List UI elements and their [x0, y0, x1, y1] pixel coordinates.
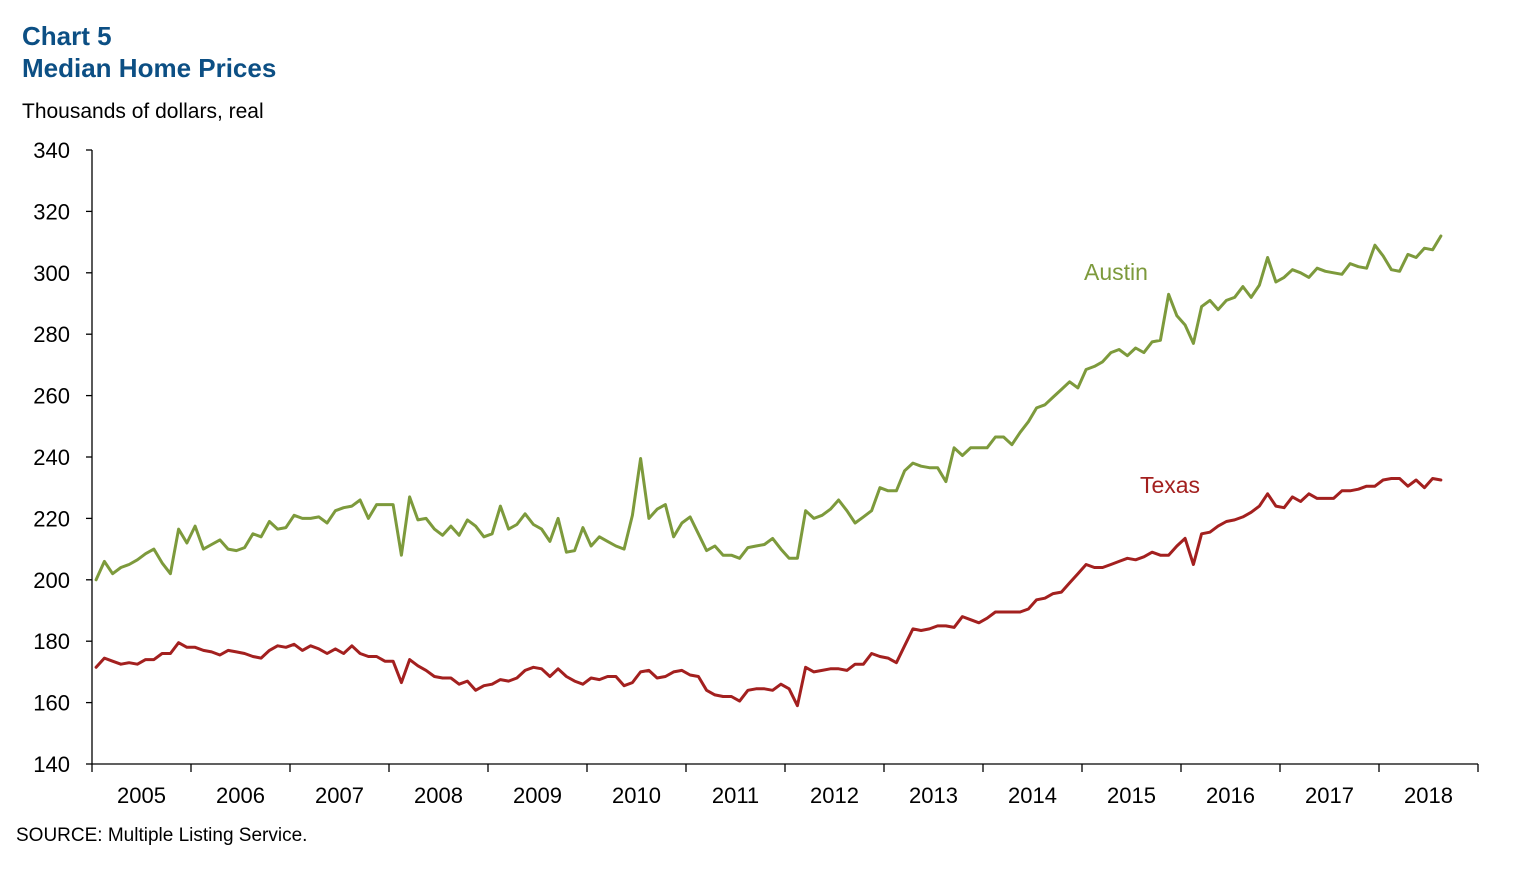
x-tick-label: 2017 [1305, 783, 1354, 808]
x-tick-label: 2007 [315, 783, 364, 808]
x-tick-label: 2006 [216, 783, 265, 808]
y-axis-units-label: Thousands of dollars, real [22, 100, 264, 123]
x-tick-label: 2013 [909, 783, 958, 808]
x-tick-label: 2009 [513, 783, 562, 808]
x-tick-label: 2012 [810, 783, 859, 808]
x-tick-label: 2016 [1206, 783, 1255, 808]
series-label-texas: Texas [1140, 472, 1200, 498]
series-layer [94, 234, 1443, 708]
y-tick-label: 200 [33, 568, 70, 593]
series-line-austin [94, 234, 1443, 582]
y-tick-label: 320 [33, 199, 70, 224]
series-label-austin: Austin [1084, 259, 1148, 285]
source-note: SOURCE: Multiple Listing Service. [16, 825, 308, 846]
series-line-texas [94, 477, 1443, 708]
y-tick-label: 220 [33, 506, 70, 531]
y-tick-label: 260 [33, 384, 70, 409]
y-tick-label: 340 [33, 138, 70, 163]
line-chart: 140 160 180 200 220 240 260 280 300 320 340 2005 200… [33, 138, 1479, 808]
y-tick-label: 180 [33, 629, 70, 654]
chart-axes: 140 160 180 200 220 240 260 280 300 320 340 2005 200… [33, 138, 1479, 808]
x-tick-label: 2015 [1107, 783, 1156, 808]
x-tick-label: 2008 [414, 783, 463, 808]
y-tick-label: 300 [33, 261, 70, 286]
chart-number: Chart 5 [22, 21, 112, 51]
y-tick-label: 160 [33, 691, 70, 716]
x-tick-label: 2010 [612, 783, 661, 808]
y-tick-label: 140 [33, 752, 70, 777]
chart-title: Median Home Prices [22, 53, 277, 83]
series-labels: Austin Texas [1084, 259, 1200, 498]
x-tick-label: 2011 [712, 783, 759, 808]
x-tick-label: 2005 [117, 783, 166, 808]
x-tick-label: 2014 [1008, 783, 1057, 808]
y-tick-label: 280 [33, 322, 70, 347]
y-tick-label: 240 [33, 445, 70, 470]
chart-title-block: Chart 5 Median Home Prices [22, 20, 276, 84]
x-tick-label: 2018 [1404, 783, 1453, 808]
